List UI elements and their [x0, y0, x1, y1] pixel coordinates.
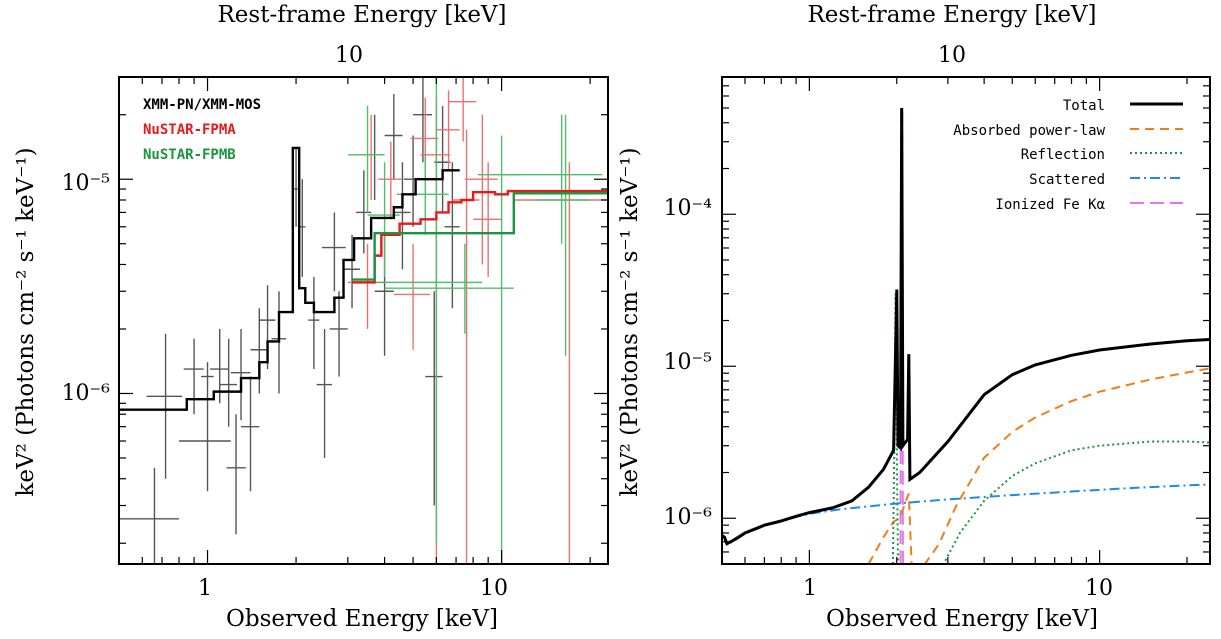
legend-scattered: Scattered	[1029, 172, 1105, 188]
model-line-2	[352, 192, 608, 281]
model-line-1	[352, 189, 608, 284]
left-x-axis-title: Observed Energy [keV]	[226, 606, 498, 632]
left-plot-marks	[118, 77, 608, 564]
right-top-axis-title: Rest-frame Energy [keV]	[807, 2, 1096, 28]
left-legend: XMM-PN/XMM-MOS NuSTAR-FPMA NuSTAR-FPMB	[143, 97, 261, 163]
right-legend: Total Absorbed power-law Reflection Scat…	[953, 98, 1183, 213]
model-line-0	[119, 146, 460, 411]
series-line-2	[891, 293, 1211, 565]
legend-ionized-fe: Ionized Fe Kα	[995, 197, 1105, 213]
left-top-axis-title: Rest-frame Energy [keV]	[217, 2, 506, 28]
legend-reflection: Reflection	[1021, 147, 1105, 163]
left-top-tick-label: 10	[335, 43, 363, 68]
right-y-tick-label-1e-5: 10⁻⁵	[664, 350, 712, 375]
series-line-3	[721, 483, 1211, 547]
legend-absorbed-power-law: Absorbed power-law	[953, 123, 1105, 139]
right-plot-marks	[721, 76, 1211, 565]
right-top-tick-label: 10	[938, 43, 966, 68]
legend-total: Total	[1063, 98, 1105, 114]
legend-fpmb: NuSTAR-FPMB	[143, 147, 236, 163]
left-plot-frame	[118, 76, 609, 565]
right-x-tick-label-1: 1	[803, 576, 817, 601]
right-plot-frame	[721, 76, 1211, 565]
right-y-tick-label-1e-6: 10⁻⁶	[664, 505, 713, 530]
series-line-0	[721, 107, 1211, 546]
right-panel: Rest-frame Energy [keV] 10 Observed Ener…	[617, 2, 1211, 632]
left-x-tick-label-1: 1	[198, 576, 212, 601]
legend-xmm: XMM-PN/XMM-MOS	[143, 97, 261, 113]
right-x-axis-title: Observed Energy [keV]	[826, 606, 1098, 632]
series-line-1	[867, 367, 1211, 565]
right-legend-swatches	[1130, 102, 1183, 204]
left-panel: Rest-frame Energy [keV] 10 Observed Ener…	[13, 2, 609, 632]
left-x-tick-label-10: 10	[480, 576, 508, 601]
right-y-axis-title: keV² (Photons cm⁻² s⁻¹ keV⁻¹)	[617, 147, 643, 496]
left-y-tick-label-1e-6: 10⁻⁶	[62, 381, 111, 406]
right-y-tick-label-1e-4: 10⁻⁴	[664, 196, 713, 221]
legend-fpma: NuSTAR-FPMA	[143, 122, 236, 138]
right-x-tick-label-10: 10	[1085, 576, 1113, 601]
left-y-tick-label-1e-5: 10⁻⁵	[62, 171, 110, 196]
left-y-axis-title: keV² (Photons cm⁻² s⁻¹ keV⁻¹)	[13, 147, 39, 496]
